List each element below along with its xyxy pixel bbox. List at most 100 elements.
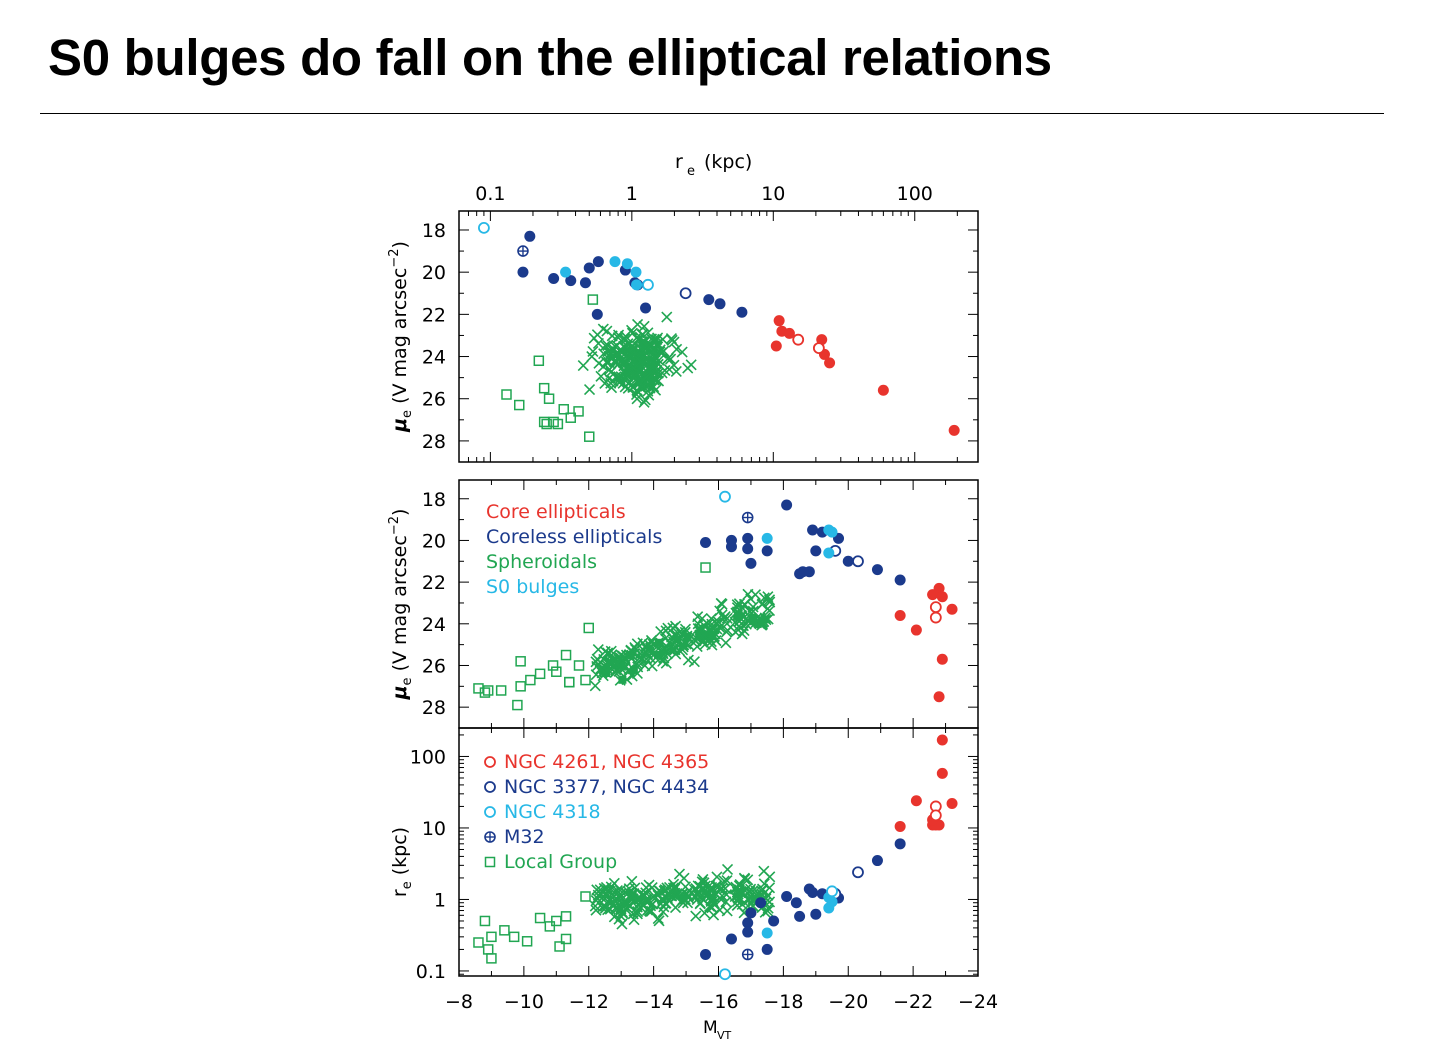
legend-entry-coreless: M32 [504, 826, 545, 848]
mu-y-tick-label: 20 [422, 262, 446, 284]
data-point-filled-circle [823, 547, 835, 559]
cross-stroke [716, 609, 728, 621]
data-point-filled-circle [714, 298, 726, 310]
mu-y-axis-label-group: μe (V mag arcsec−2) [387, 509, 415, 701]
marker-shape [910, 624, 922, 636]
data-point-filled-circle [871, 855, 883, 867]
marker-shape [894, 838, 906, 850]
cross-stroke [733, 615, 745, 627]
data-point-filled-circle [745, 557, 757, 569]
cross-stroke [678, 872, 690, 884]
cross-stroke [668, 336, 680, 348]
data-point-open-circle [852, 555, 864, 568]
cross-stroke [758, 592, 770, 604]
marker-shape [591, 308, 603, 320]
bottom-y-tick-label: 100 [410, 746, 446, 768]
spheroidal-cross-marker [640, 371, 652, 383]
cross-stroke [628, 371, 640, 383]
cross-stroke [654, 885, 666, 898]
spheroidal-cross-marker [764, 871, 776, 883]
marker-shape [812, 342, 825, 355]
data-point-filled-circle [703, 294, 715, 306]
cross-stroke [704, 626, 716, 638]
data-point-open-square [495, 685, 507, 696]
data-point-filled-circle [592, 256, 604, 268]
legend-entry-spheroidal: Spheroidals [486, 551, 597, 573]
cross-stroke [677, 641, 689, 653]
cross-stroke [738, 872, 750, 884]
cross-stroke [705, 890, 717, 902]
cross-stroke [758, 865, 770, 877]
data-point-open-square [514, 399, 525, 411]
cross-stroke [649, 384, 662, 396]
marker-shape [573, 406, 584, 417]
data-point-filled-circle [524, 230, 536, 242]
cross-stroke [664, 889, 676, 902]
data-point-open-square [573, 406, 584, 417]
spheroidal-cross-marker [640, 354, 652, 366]
data-point-filled-circle [630, 266, 642, 278]
cross-stroke [712, 616, 724, 628]
data-point-open-square [534, 912, 546, 924]
data-point-filled-circle [948, 424, 960, 436]
cross-stroke [714, 904, 726, 916]
marker-shape [521, 936, 533, 947]
data-point-open-circle [812, 342, 825, 355]
spheroidal-cross-marker [665, 353, 677, 365]
top-x-axis-label-sub: e [687, 164, 695, 179]
cross-stroke [643, 389, 655, 401]
data-point-open-circle [929, 809, 942, 822]
legend-entry-coreless: NGC 3377, NGC 4434 [504, 776, 709, 798]
spheroidal-cross-marker [685, 359, 697, 371]
spheroidal-cross-marker [734, 879, 746, 891]
marker-shape [515, 656, 526, 667]
cross-stroke [715, 597, 727, 609]
spheroidal-cross-marker [707, 626, 720, 638]
cross-stroke [650, 891, 662, 904]
cross-stroke [643, 337, 655, 350]
mu-y-axis-label-part: ) [389, 509, 411, 516]
marker-shape [946, 797, 958, 809]
cross-stroke [577, 359, 589, 372]
marker-shape [515, 681, 526, 692]
data-point-filled-circle [794, 910, 806, 922]
cross-stroke [642, 385, 654, 397]
spheroidal-cross-marker [694, 629, 706, 641]
mu-y-tick-label: 18 [422, 220, 446, 242]
marker-shape [933, 691, 945, 703]
data-point-open-square [584, 431, 595, 442]
marker-shape [609, 256, 621, 268]
cross-stroke [603, 372, 615, 385]
cross-stroke [640, 354, 652, 366]
cross-stroke [679, 626, 691, 638]
marker-shape [810, 908, 822, 920]
data-point-filled-circle [783, 327, 795, 339]
cross-stroke [690, 910, 702, 922]
marker-shape [761, 532, 773, 544]
cross-stroke [626, 327, 638, 339]
cross-stroke [669, 644, 681, 656]
cross-stroke [639, 394, 651, 406]
spheroidal-cross-marker [759, 906, 771, 918]
marker-shape [936, 653, 948, 665]
spheroidal-cross-marker [763, 896, 776, 908]
cross-stroke [691, 640, 703, 653]
spheroidal-cross-marker [631, 384, 643, 397]
legend-entry-s0: NGC 4318 [504, 801, 601, 823]
data-point-open-square [512, 699, 523, 711]
spheroidal-cross-marker [614, 662, 626, 674]
cross-stroke [615, 903, 627, 915]
legend-entry-s0: S0 bulges [486, 576, 579, 598]
spheroidal-cross-marker [640, 359, 652, 371]
cross-stroke [612, 332, 624, 344]
cross-stroke [583, 384, 596, 396]
data-point-open-square [533, 355, 545, 367]
cross-stroke [721, 618, 733, 630]
marker-shape [852, 555, 864, 568]
mag-x-tick-label: −12 [569, 991, 609, 1013]
data-point-filled-circle [933, 691, 945, 703]
spheroidal-cross-marker [691, 640, 703, 653]
cross-stroke [718, 612, 730, 624]
data-point-open-circle [484, 756, 496, 768]
marker-shape [936, 767, 948, 779]
